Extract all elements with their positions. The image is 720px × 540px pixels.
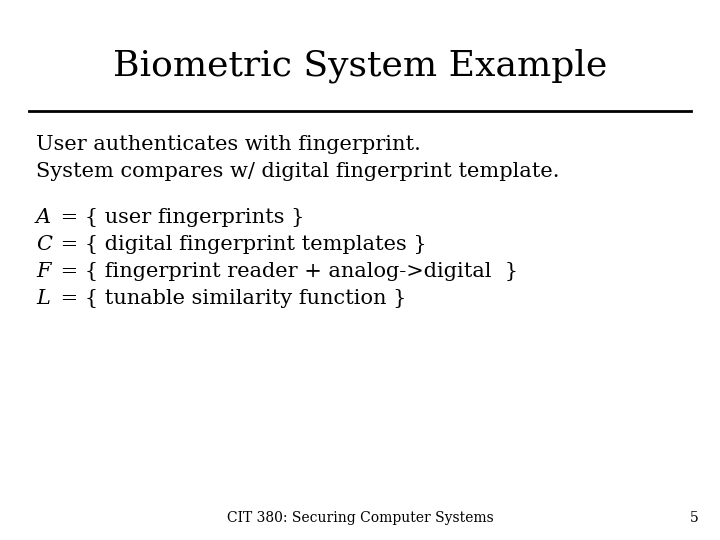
Text: = { tunable similarity function }: = { tunable similarity function } [54,289,406,308]
Text: CIT 380: Securing Computer Systems: CIT 380: Securing Computer Systems [227,511,493,525]
Text: Biometric System Example: Biometric System Example [113,49,607,83]
Text: C: C [36,235,52,254]
Text: User authenticates with fingerprint.: User authenticates with fingerprint. [36,135,421,154]
Text: = { digital fingerprint templates }: = { digital fingerprint templates } [54,235,427,254]
Text: = { user fingerprints }: = { user fingerprints } [54,208,305,227]
Text: 5: 5 [690,511,698,525]
Text: F: F [36,262,50,281]
Text: L: L [36,289,50,308]
Text: System compares w/ digital fingerprint template.: System compares w/ digital fingerprint t… [36,162,559,181]
Text: A: A [36,208,51,227]
Text: = { fingerprint reader + analog->digital  }: = { fingerprint reader + analog->digital… [54,262,518,281]
